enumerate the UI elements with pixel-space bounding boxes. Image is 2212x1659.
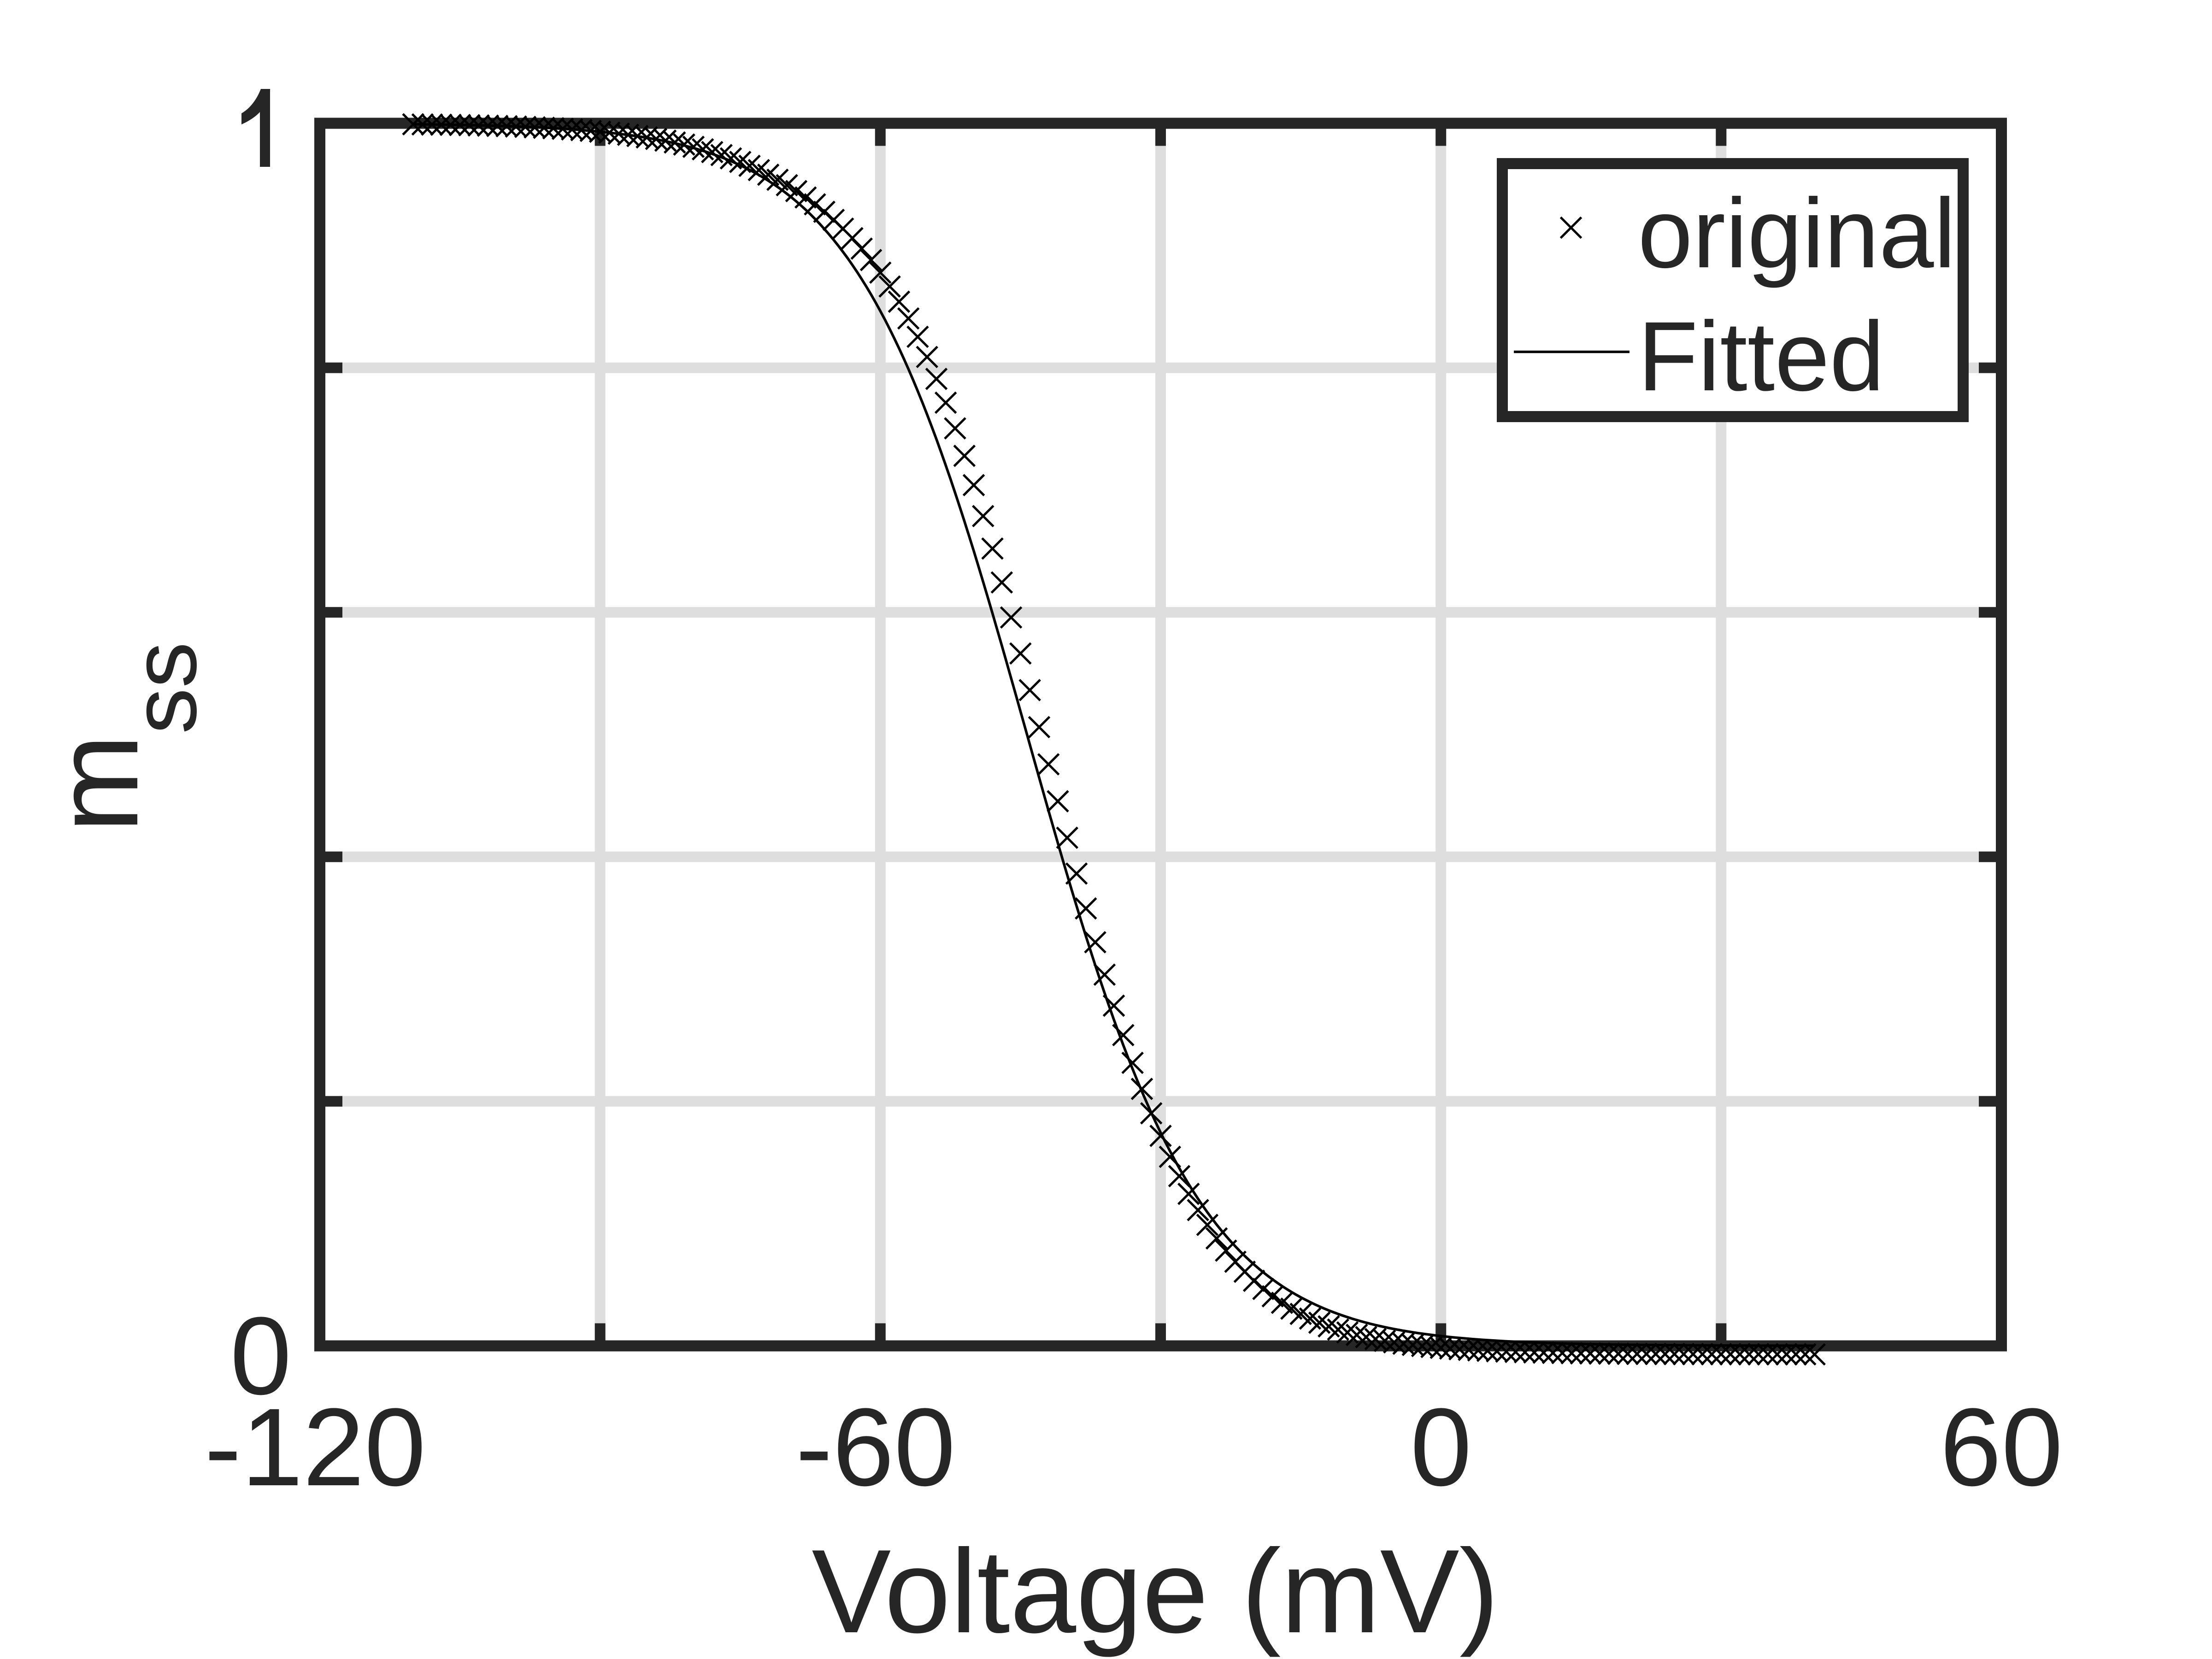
svg-text:60: 60: [1940, 1385, 2063, 1509]
svg-text:0: 0: [230, 1294, 291, 1418]
svg-text:Fitted: Fitted: [1638, 301, 1884, 412]
svg-text:original: original: [1638, 178, 1956, 288]
svg-text:0: 0: [1410, 1385, 1471, 1509]
svg-text:Voltage (mV): Voltage (mV): [812, 1524, 1499, 1658]
svg-text:-120: -120: [205, 1385, 426, 1509]
svg-text:-60: -60: [796, 1385, 956, 1509]
